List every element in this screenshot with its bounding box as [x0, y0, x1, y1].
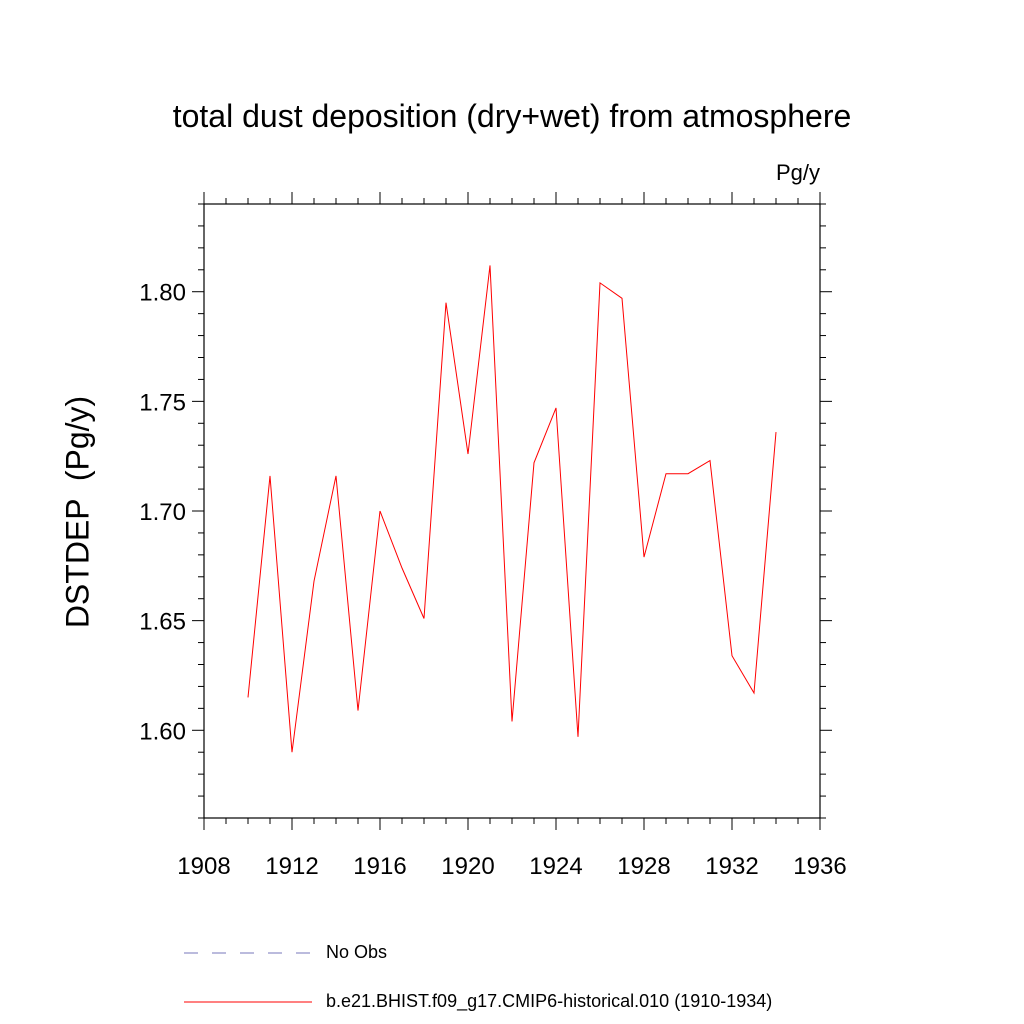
x-tick-label: 1936 [793, 853, 846, 880]
legend-label-series: b.e21.BHIST.f09_g17.CMIP6-historical.010… [326, 991, 773, 1011]
x-tick-label: 1932 [705, 853, 758, 880]
y-tick-label: 1.70 [139, 499, 186, 526]
legend-label-no-obs: No Obs [326, 942, 388, 962]
y-tick-label: 1.65 [139, 609, 186, 636]
x-tick-label: 1916 [353, 853, 406, 880]
x-tick-label: 1928 [617, 853, 670, 880]
units-label: Pg/y [775, 160, 820, 185]
x-tick-label: 1908 [177, 853, 230, 880]
y-tick-label: 1.60 [139, 718, 186, 745]
x-tick-label: 1912 [265, 853, 318, 880]
chart-title: total dust deposition (dry+wet) from atm… [172, 98, 852, 134]
x-tick-label: 1924 [529, 853, 582, 880]
series-line [247, 265, 777, 753]
x-tick-label: 1920 [441, 853, 494, 880]
y-tick-label: 1.75 [139, 389, 186, 416]
y-tick-label: 1.80 [139, 280, 186, 307]
plot-frame [203, 203, 821, 819]
